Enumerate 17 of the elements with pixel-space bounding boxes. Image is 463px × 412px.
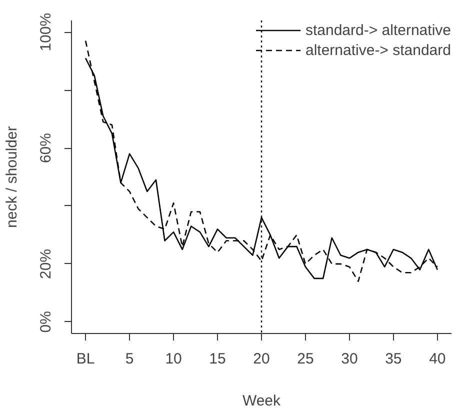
x-tick-label: 35	[385, 350, 402, 368]
x-axis-title: Week	[242, 392, 282, 410]
y-tick-label: 20%	[38, 248, 54, 279]
y-tick-label: 100%	[38, 12, 54, 52]
x-tick-label: 40	[429, 350, 446, 368]
y-axis-title: neck / shoulder	[4, 126, 20, 228]
y-tick-label: 0%	[38, 311, 54, 333]
y-tick-label: 60%	[38, 133, 54, 164]
legend-label: standard-> alternative	[305, 22, 451, 38]
x-tick-label: 25	[297, 350, 314, 368]
x-tick-label: 5	[125, 350, 134, 368]
x-tick-label: 30	[341, 350, 358, 368]
legend-label: alternative-> standard	[305, 42, 451, 58]
x-tick-label: 20	[253, 350, 270, 368]
x-tick-label: BL	[76, 350, 95, 368]
x-tick-label: 10	[165, 350, 182, 368]
x-tick-label: 15	[209, 350, 226, 368]
